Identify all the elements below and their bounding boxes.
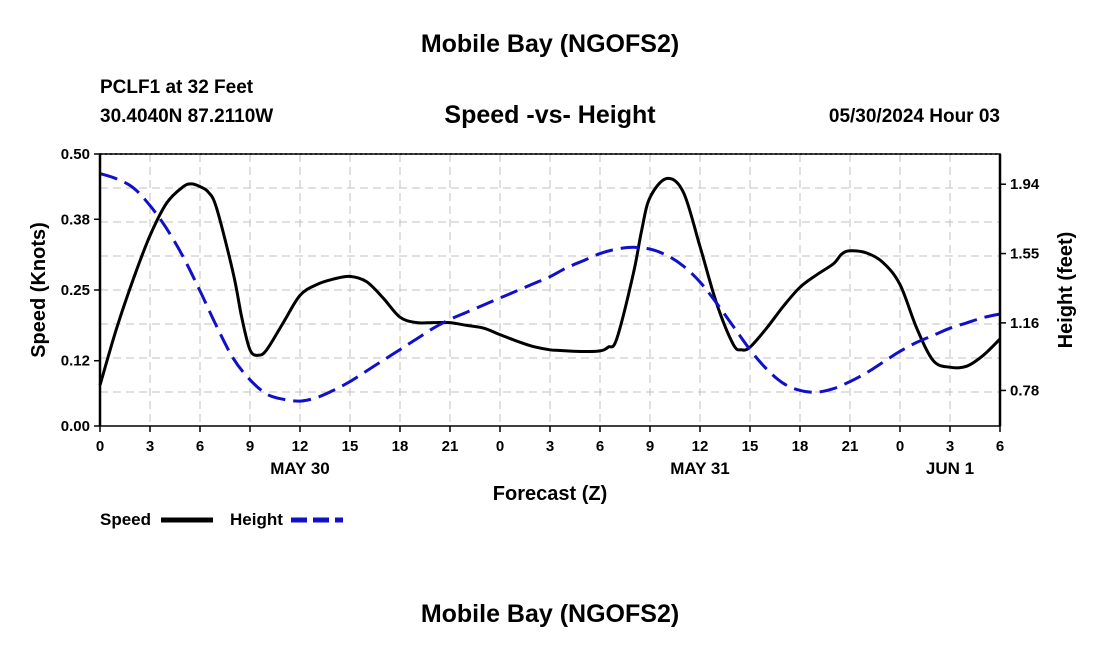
- legend-height-label: Height: [230, 510, 283, 529]
- x-tick-label: 3: [546, 438, 554, 455]
- y-tick-label: 0.25: [61, 282, 90, 299]
- axis-layer: 0 3 6 9 12 15 18 21 0 3 6 9 12 15 18 21 0 3 6 0.00 0.12 0.25 0…: [61, 146, 1040, 478]
- x-tick-label: 12: [292, 438, 309, 455]
- x-axis-label: Forecast (Z): [493, 483, 607, 505]
- series-layer: [98, 172, 1002, 403]
- y-tick-label: 0.00: [61, 418, 90, 435]
- page-title: Mobile Bay (NGOFS2): [420, 30, 680, 58]
- station-label: PCLF1 at 32 Feet: [100, 77, 254, 98]
- speed-series-line: [98, 176, 1002, 386]
- x-tick-label: 0: [496, 438, 504, 455]
- footer-title: Mobile Bay (NGOFS2): [420, 600, 680, 628]
- y-tick-label: 0.38: [61, 211, 90, 228]
- x-tick-label: 3: [146, 438, 154, 455]
- y-tick-label: 0.12: [61, 353, 90, 370]
- height-series-line: [99, 172, 1001, 403]
- y-tick-label: 0.50: [61, 146, 90, 163]
- y2-tick-label: 1.94: [1010, 176, 1040, 193]
- y2-tick-label: 1.16: [1010, 315, 1039, 332]
- y-axis-label: Speed (Knots): [28, 222, 50, 358]
- x-tick-label: 6: [996, 438, 1004, 455]
- x-tick-label: 21: [442, 438, 459, 455]
- x-tick-label: 12: [692, 438, 709, 455]
- x-tick-label: 15: [742, 438, 759, 455]
- date-label: MAY 31: [670, 459, 730, 478]
- y2-tick-label: 0.78: [1010, 382, 1039, 399]
- legend-speed-label: Speed: [100, 510, 151, 529]
- y2-tick-label: 1.55: [1010, 246, 1039, 263]
- coordinates-label: 30.4040N 87.2110W: [100, 106, 274, 127]
- x-tick-label: 15: [342, 438, 359, 455]
- forecast-datetime: 05/30/2024 Hour 03: [828, 106, 1000, 127]
- y2-axis-label: Height (feet): [1055, 232, 1077, 349]
- grid-layer: [100, 154, 1000, 426]
- x-tick-label: 0: [96, 438, 104, 455]
- speed-height-chart: 0 3 6 9 12 15 18 21 0 3 6 9 12 15 18 21 0 3 6 0.00 0.12 0.25 0…: [28, 146, 1077, 529]
- x-tick-label: 6: [196, 438, 204, 455]
- date-label: MAY 30: [270, 459, 330, 478]
- x-tick-label: 6: [596, 438, 604, 455]
- chart-title: Speed -vs- Height: [444, 101, 656, 129]
- legend: Speed Height: [100, 510, 343, 529]
- x-tick-label: 3: [946, 438, 954, 455]
- x-tick-label: 0: [896, 438, 904, 455]
- x-tick-label: 9: [646, 438, 654, 455]
- date-label: JUN 1: [926, 459, 974, 478]
- x-tick-label: 18: [392, 438, 409, 455]
- x-tick-label: 18: [792, 438, 809, 455]
- x-tick-label: 21: [842, 438, 859, 455]
- x-tick-label: 9: [246, 438, 254, 455]
